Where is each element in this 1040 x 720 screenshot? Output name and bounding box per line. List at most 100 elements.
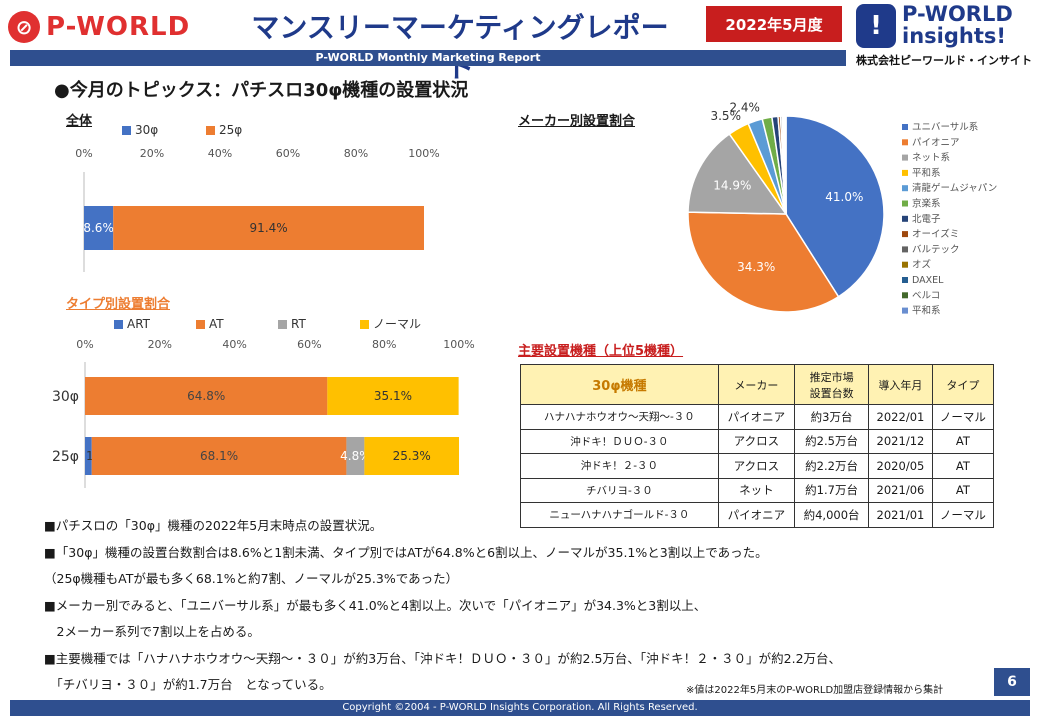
table-row: チバリヨ-３０ ネット 約1.7万台 2021/06 AT — [520, 477, 995, 503]
legend-label-3: ノーマル — [373, 317, 421, 331]
data-label: 91.4% — [250, 221, 288, 235]
table-cell: 2022/01 — [868, 404, 933, 430]
x-tick-label: 40% — [222, 338, 246, 351]
summary-text: ■パチスロの「30φ」機種の2022年5月末時点の設置状況。 ■「30φ」機種の設… — [44, 513, 1004, 699]
legend-label-0: 30φ — [135, 123, 158, 137]
legend-swatch-7 — [902, 231, 908, 238]
pie-data-label: 3.5% — [710, 109, 741, 123]
x-tick-label: 0% — [75, 147, 92, 160]
legend-label-8: バルテック — [912, 244, 960, 255]
table-cell: 2021/06 — [868, 477, 933, 503]
bar-segment — [84, 206, 114, 250]
pie-data-label: 34.3% — [737, 260, 775, 274]
data-label: 4.8% — [340, 449, 371, 463]
bar-segment — [364, 437, 459, 475]
maker-share-chart: 41.0% 34.3% 14.9% 3.5%2.4% ユニバーサル系パイオニアネット系平… — [687, 101, 997, 317]
legend-label-1: 25φ — [219, 123, 242, 137]
top-models-table: 30φ機種 メーカー 推定市場 設置台数 導入年月 タイプ ハナハナホウオウ〜天翔〜-３… — [520, 364, 995, 528]
pworld-logo-text: P-WORLD — [46, 12, 191, 42]
legend-label-2: ネット系 — [912, 153, 950, 164]
table-cell: アクロス — [717, 453, 796, 479]
insights-logo-icon: ! — [856, 4, 896, 48]
pworld-logo: ⊘ P-WORLD — [8, 8, 208, 46]
legend-swatch-12 — [902, 307, 908, 314]
table-header-cell: 推定市場 設置台数 — [793, 364, 870, 405]
data-note: ※値は2022年5月末のP-WORLD加盟店登録情報から集計 — [686, 685, 944, 696]
bar-segment — [113, 206, 425, 250]
x-tick-label: 60% — [297, 338, 321, 351]
type-chart-title: タイプ別設置割合 — [66, 297, 171, 312]
pie-data-label: 2.4% — [729, 101, 760, 115]
bar-segment — [327, 377, 459, 415]
legend-label-1: AT — [209, 317, 224, 331]
legend-swatch-2 — [902, 154, 908, 161]
page-number: 6 — [994, 668, 1030, 696]
table-title: 主要設置機種（上位5機種） — [518, 344, 684, 359]
table-cell: ノーマル — [931, 502, 995, 528]
pie-slice — [687, 132, 788, 215]
legend-swatch-5 — [902, 200, 908, 207]
table-cell: ネット — [717, 477, 796, 503]
table-cell: AT — [931, 453, 995, 479]
pie-data-label: 14.9% — [713, 179, 751, 193]
pie-slice — [784, 115, 787, 215]
x-tick-label: 100% — [443, 338, 474, 351]
x-tick-label: 80% — [344, 147, 368, 160]
table-cell: 2021/01 — [868, 502, 933, 528]
legend-swatch-4 — [902, 185, 908, 192]
table-cell: アクロス — [717, 428, 796, 454]
bar-segment — [91, 437, 347, 475]
table-cell: パイオニア — [717, 404, 796, 430]
bar-segment — [85, 377, 328, 415]
summary-line: 「チバリヨ・３０」が約1.7万台 となっている。 — [44, 677, 332, 692]
x-tick-label: 100% — [408, 147, 439, 160]
copyright-footer: Copyright ©2004 - P-WORLD Insights Corpo… — [10, 700, 1030, 716]
legend-swatch-8 — [902, 246, 908, 253]
table-cell: 約1.7万台 — [793, 477, 870, 503]
x-tick-label: 60% — [276, 147, 300, 160]
summary-line: ■「30φ」機種の設置台数割合は8.6%と1割未満、タイプ別ではATが64.8%… — [44, 544, 768, 560]
table-header-cell: タイプ — [931, 364, 995, 405]
x-tick-label: 40% — [208, 147, 232, 160]
table-header-cell: 30φ機種 — [520, 364, 719, 405]
legend-label-4: 清龍ゲームジャパン — [912, 182, 997, 194]
bar-segment — [346, 437, 365, 475]
legend-label-0: ART — [127, 317, 151, 331]
legend-label-9: オズ — [912, 259, 932, 271]
legend-label-10: DAXEL — [912, 275, 944, 286]
insights-logo-line1: P-WORLD — [902, 2, 1013, 26]
summary-line: ■主要機種では「ハナハナホウオウ〜天翔〜・３０」が約3万台、「沖ドキ！ＤＵＯ・３… — [44, 650, 842, 666]
table-cell: AT — [931, 428, 995, 454]
table-row: ハナハナホウオウ〜天翔〜-３０ パイオニア 約3万台 2022/01 ノーマル — [520, 404, 995, 430]
legend-swatch-11 — [902, 292, 908, 299]
x-tick-label: 80% — [372, 338, 396, 351]
table-cell: ノーマル — [931, 404, 995, 430]
legend-swatch-0 — [122, 126, 131, 135]
table-cell: 約2.2万台 — [793, 453, 870, 479]
legend-swatch-3 — [360, 320, 369, 329]
data-label: 25.3% — [393, 449, 431, 463]
legend-label-0: ユニバーサル系 — [912, 122, 978, 133]
insights-logo-line2: insights! — [902, 24, 1006, 48]
x-tick-label: 20% — [140, 147, 164, 160]
table-cell: 約4,000台 — [793, 502, 870, 528]
table-cell: 沖ドキ！２-３０ — [520, 453, 719, 479]
table-cell: 2021/12 — [868, 428, 933, 454]
report-title: マンスリーマーケティングレポート — [251, 11, 669, 84]
overall-chart-title: 全体 — [66, 114, 93, 129]
table-cell: AT — [931, 477, 995, 503]
legend-swatch-1 — [196, 320, 205, 329]
report-date: 2022年5月度 — [706, 6, 842, 42]
legend-swatch-9 — [902, 261, 908, 268]
legend-label-12: 平和系 — [912, 306, 941, 317]
legend-swatch-2 — [278, 320, 287, 329]
data-label: 68.1% — [200, 449, 238, 463]
x-tick-label: 0% — [76, 338, 93, 351]
summary-line: （25φ機種もATが最も多く68.1%と約7割、ノーマルが25.3%であった） — [44, 571, 459, 586]
overall-share-chart: 30φ 25φ 0% 20% 40% 60% 80% 100% 8.6% 91.4% — [75, 123, 440, 272]
table-cell: ニューハナハナゴールド-３０ — [520, 502, 719, 528]
legend-label-5: 京楽系 — [912, 198, 941, 210]
legend-swatch-1 — [206, 126, 215, 135]
type-share-chart: ARTATRTノーマル0%20%40%60%80%100%30φ0.0%64.8… — [52, 317, 475, 488]
